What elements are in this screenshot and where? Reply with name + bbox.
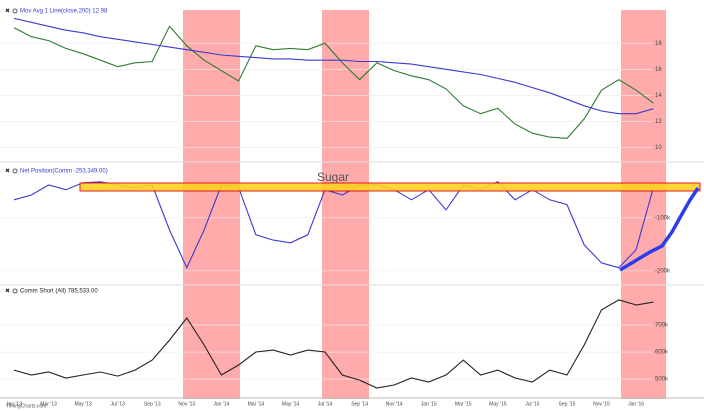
legend-icon: ✖ [5, 168, 10, 175]
y-tick-label: 18 [655, 41, 662, 47]
x-tick-label: Mar '13 [40, 401, 57, 407]
y-tick-label: 12 [655, 119, 662, 125]
x-tick-label: May '14 [282, 401, 300, 407]
x-tick-label: Nov '14 [386, 401, 403, 407]
series-line [13, 299, 654, 389]
legend-icon: ✖ [5, 288, 10, 295]
legend-icon [12, 288, 18, 294]
legend-icon [12, 8, 18, 14]
x-tick-label: Jul '15 [525, 401, 540, 407]
y-tick-label: 500k [655, 377, 669, 383]
x-tick-label: May '13 [74, 401, 92, 407]
y-tick-label: 16 [655, 67, 662, 73]
x-tick-label: Nov '15 [593, 401, 610, 407]
x-tick-label: Mar '15 [455, 401, 472, 407]
legend-label: Mov Avg 1 Line(close,200) 12.98 [20, 9, 108, 15]
legend-label: Net Position(Comm -253,349.00) [20, 169, 108, 175]
highlight-band [322, 10, 369, 399]
y-tick-label: 10 [655, 145, 662, 151]
plot-layer: 18 16 14 12 10 ✖ Mov Avg 1 Line(close,200) 12.… [0, 8, 671, 407]
y-tick-label: -200k [655, 268, 671, 274]
x-tick-label: Jul '14 [318, 401, 333, 407]
x-tick-label: Sep '14 [351, 401, 368, 407]
x-tick-label: Sep '13 [144, 401, 161, 407]
y-tick-label: 700k [655, 323, 669, 329]
x-tick-label: Nov '13 [178, 401, 195, 407]
x-tick-label: Jan '15 [421, 401, 437, 407]
y-tick-label: -100k [655, 215, 671, 221]
x-tick-label: May '15 [489, 401, 507, 407]
highlight-band [621, 10, 666, 399]
x-tick-label: Jan '13 [6, 401, 22, 407]
legend-label: Comm Short (All) 785,533.00 [20, 289, 98, 295]
x-tick-label: Jan '14 [213, 401, 229, 407]
x-tick-label: Sep '15 [559, 401, 576, 407]
x-tick-label: Jul '13 [111, 401, 126, 407]
x-tick-label: Mar '14 [248, 401, 265, 407]
x-tick-label: Jan '16 [628, 401, 644, 407]
chart-title: Sugar [317, 170, 349, 184]
highlight-bands [183, 10, 666, 399]
highlight-band [183, 10, 240, 399]
y-tick-label: 600k [655, 350, 669, 356]
legend-icon [12, 168, 18, 174]
series-line [13, 17, 654, 115]
y-tick-label: 14 [655, 93, 662, 99]
legend-icon: ✖ [5, 8, 10, 15]
watermark: TimingCharts.com [6, 403, 46, 409]
series-line [13, 25, 654, 139]
highlight-bar [79, 182, 701, 192]
projection-stroke [619, 187, 700, 272]
